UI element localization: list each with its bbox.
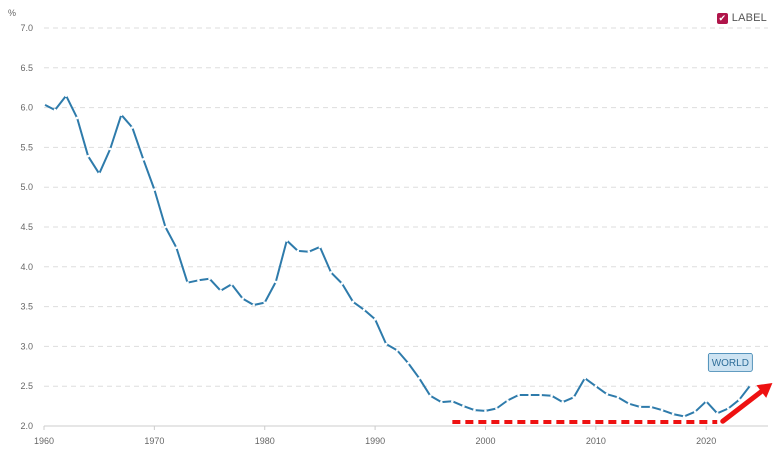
data-point (428, 394, 432, 398)
data-point (473, 408, 476, 412)
annotations: WORLD (452, 353, 773, 425)
data-point (175, 246, 178, 249)
data-point (417, 376, 421, 380)
data-point (693, 410, 697, 413)
y-tick-label: 7.0 (20, 23, 33, 33)
data-point (605, 392, 609, 396)
data-point (318, 245, 322, 249)
data-point (406, 361, 410, 365)
series-callout-box (707, 353, 753, 372)
y-tick-label: 6.5 (20, 63, 33, 73)
data-point (42, 103, 46, 106)
x-tick-label: 1960 (34, 436, 54, 446)
data-point (638, 405, 642, 409)
data-point (682, 415, 686, 418)
y-tick-label: 2.5 (20, 381, 33, 391)
arrow-head (756, 383, 773, 398)
data-point (539, 393, 542, 397)
data-point (130, 126, 134, 129)
data-point (583, 376, 587, 380)
y-unit-label: % (8, 8, 16, 18)
data-point (616, 396, 620, 399)
data-point (285, 239, 289, 242)
data-point (726, 407, 730, 410)
series-group (42, 94, 752, 418)
data-point (704, 400, 708, 403)
data-point (484, 409, 487, 413)
data-point (373, 318, 377, 321)
data-point (749, 384, 752, 387)
data-point (506, 399, 509, 402)
y-tick-label: 5.5 (20, 142, 33, 152)
data-point (208, 277, 211, 281)
y-tick-label: 6.0 (20, 103, 33, 113)
y-axis: 2.0 2.5 3.0 3.5 4.0 4.5 5.0 5.5 6.0 6.5 7.0 (20, 23, 33, 431)
data-point (252, 303, 255, 307)
y-tick-label: 2.0 (20, 421, 33, 431)
grid (44, 27, 768, 427)
data-point (340, 282, 344, 285)
y-tick-label: 3.0 (20, 341, 33, 351)
series-callout-label: WORLD (712, 358, 749, 369)
data-point (384, 342, 388, 346)
checkbox-icon[interactable]: ✔ (716, 12, 728, 24)
legend-toggle[interactable]: ✔ LABEL (716, 12, 767, 24)
arrow-shaft (720, 389, 764, 424)
data-point (451, 400, 454, 403)
data-point (53, 108, 57, 112)
series-line (43, 94, 752, 418)
data-point (362, 308, 366, 312)
data-point (329, 271, 333, 274)
y-tick-label: 4.5 (20, 222, 33, 232)
data-point (153, 188, 156, 191)
data-point (495, 407, 498, 410)
x-tick-label: 1990 (365, 436, 385, 446)
data-point (75, 116, 79, 120)
data-point (186, 281, 189, 285)
data-point (274, 280, 278, 284)
data-point (528, 393, 531, 397)
x-tick-label: 1970 (144, 436, 164, 446)
data-point (660, 408, 664, 412)
data-point (462, 404, 465, 408)
data-point (671, 412, 675, 416)
data-point (517, 393, 520, 397)
y-tick-label: 4.0 (20, 262, 33, 272)
data-point (142, 158, 145, 161)
y-tick-label: 5.0 (20, 182, 33, 192)
data-point (64, 94, 68, 97)
data-point (307, 250, 311, 253)
x-tick-label: 1980 (255, 436, 275, 446)
data-point (649, 405, 653, 409)
data-point (263, 301, 267, 304)
data-point (440, 400, 443, 404)
data-point (395, 349, 399, 352)
data-point (219, 289, 222, 292)
data-point (108, 147, 112, 151)
x-tick-label: 2010 (586, 436, 606, 446)
data-point (715, 411, 719, 415)
data-point (296, 249, 300, 253)
data-point (550, 394, 553, 398)
data-point (738, 398, 741, 402)
data-point (627, 402, 631, 406)
legend-label: LABEL (731, 12, 767, 24)
data-point (119, 113, 123, 117)
x-tick-label: 2020 (696, 436, 716, 446)
data-point (351, 300, 355, 304)
data-point (164, 225, 167, 229)
y-tick-label: 3.5 (20, 302, 33, 312)
data-point (197, 279, 200, 282)
data-point (594, 384, 598, 388)
x-tick-label: 2000 (475, 436, 495, 446)
data-point (572, 396, 576, 399)
x-axis: 1960 1970 1980 1990 2000 2010 2020 (34, 426, 716, 446)
data-point (230, 283, 233, 286)
data-point (86, 154, 90, 158)
data-point (97, 172, 101, 175)
data-point (241, 297, 244, 300)
data-point (561, 400, 565, 404)
